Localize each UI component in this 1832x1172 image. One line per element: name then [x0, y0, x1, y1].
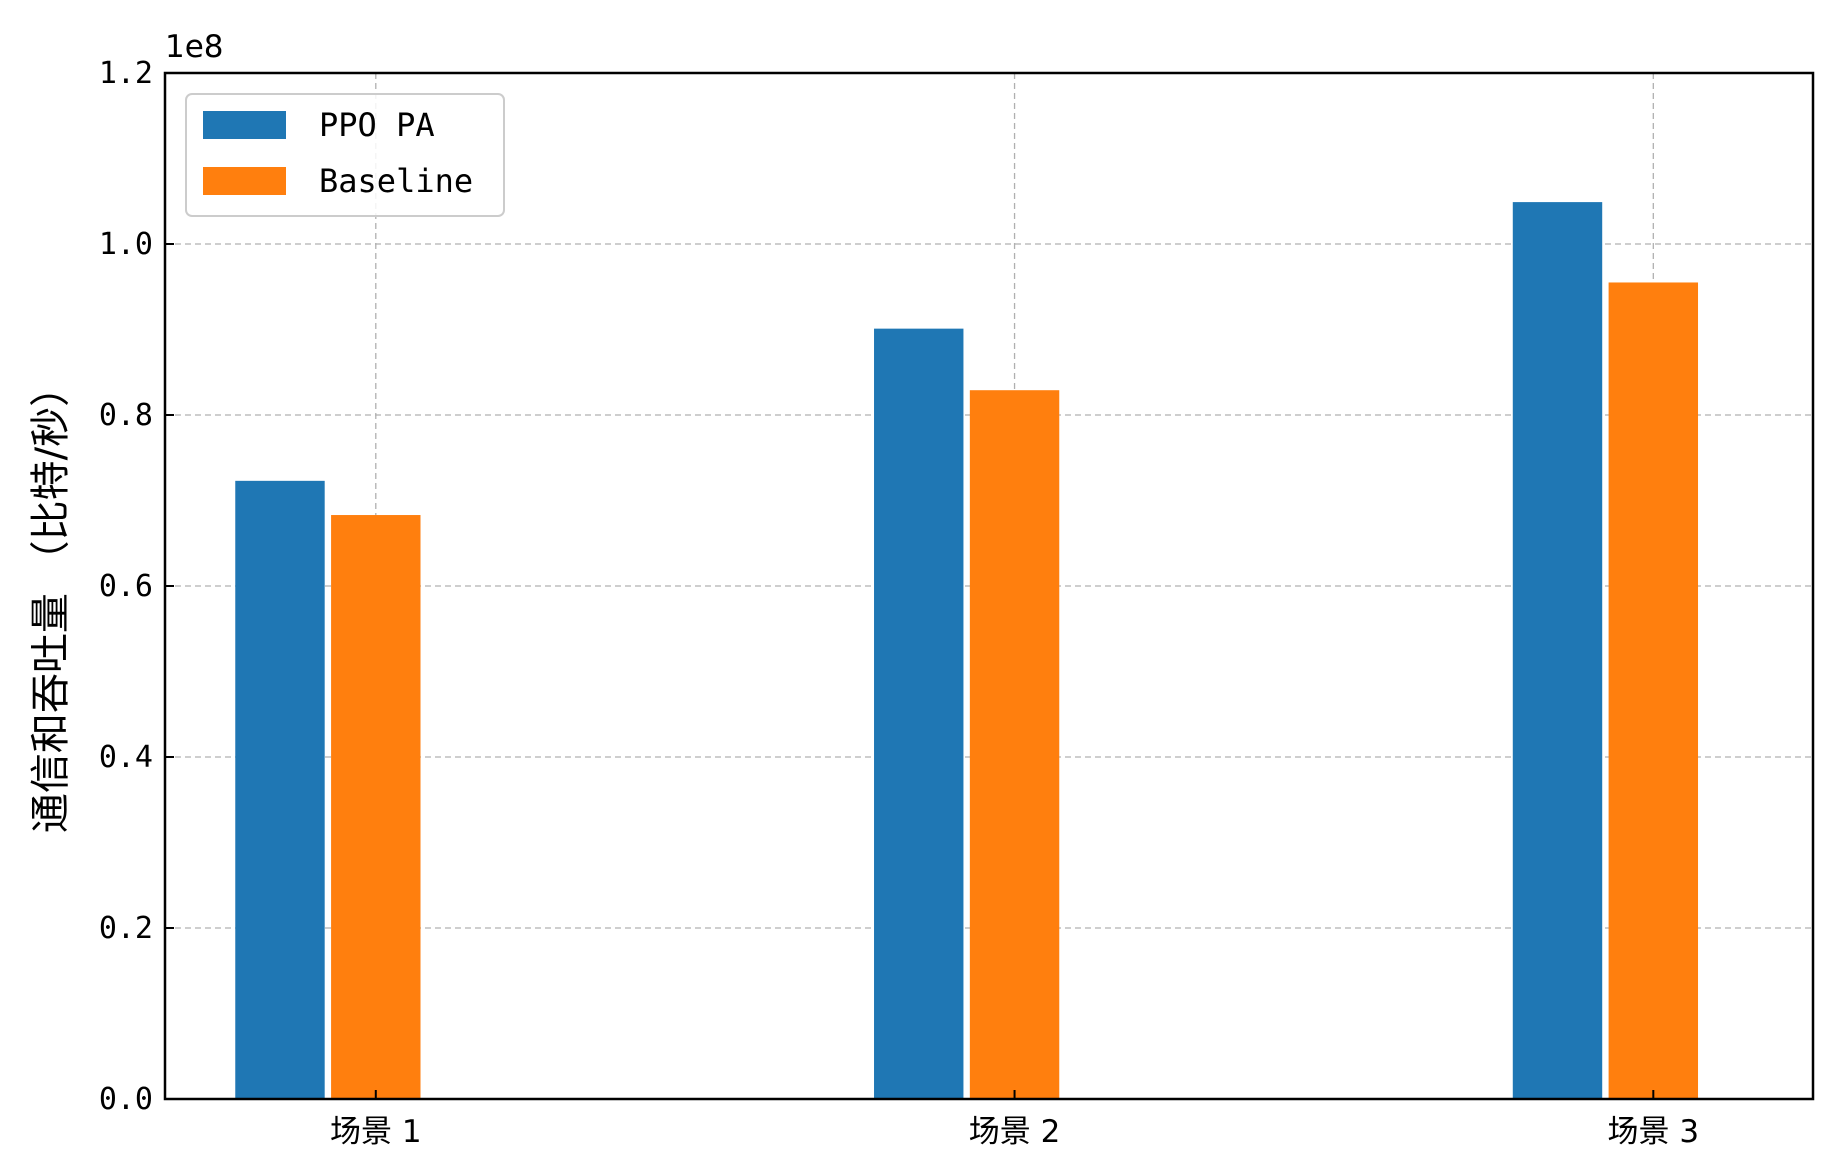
x-tick-label: 场景 2 — [969, 1114, 1061, 1150]
x-tick-label: 场景 3 — [1608, 1114, 1700, 1150]
legend-swatch — [203, 111, 286, 139]
axis-ticks — [165, 72, 1655, 1100]
y-tick-label: 0.4 — [99, 740, 153, 775]
legend-label: Baseline — [319, 162, 473, 200]
legend: PPO PA Baseline — [185, 93, 505, 217]
bar-ppo-pa-1 — [235, 480, 325, 1100]
bar-ppo-pa-2 — [874, 328, 964, 1099]
y-tick-label: 0.0 — [99, 1082, 153, 1117]
y-tick-label: 0.2 — [99, 911, 153, 946]
bar-baseline-1 — [331, 515, 421, 1099]
y-tick-labels: 0.0 0.2 0.4 0.6 0.8 1.0 1.2 — [99, 56, 153, 1117]
bar-baseline-3 — [1608, 282, 1699, 1100]
y-tick-label: 0.6 — [99, 569, 153, 604]
y-tick-label: 1.2 — [99, 56, 153, 91]
y-tick-label: 1.0 — [99, 227, 153, 262]
bar-baseline-2 — [969, 390, 1060, 1100]
bar-ppo-pa-3 — [1512, 202, 1603, 1100]
legend-swatch — [203, 167, 286, 195]
bars — [235, 202, 1699, 1100]
y-axis-offset-label: 1e8 — [165, 29, 224, 65]
legend-label: PPO PA — [319, 106, 435, 144]
x-tick-label: 场景 1 — [330, 1114, 422, 1150]
y-axis-title: 通信和吞吐量 （比特/秒） — [28, 367, 74, 833]
x-tick-labels: 场景 1 场景 2 场景 3 — [330, 1114, 1699, 1150]
y-tick-label: 0.8 — [99, 398, 153, 433]
